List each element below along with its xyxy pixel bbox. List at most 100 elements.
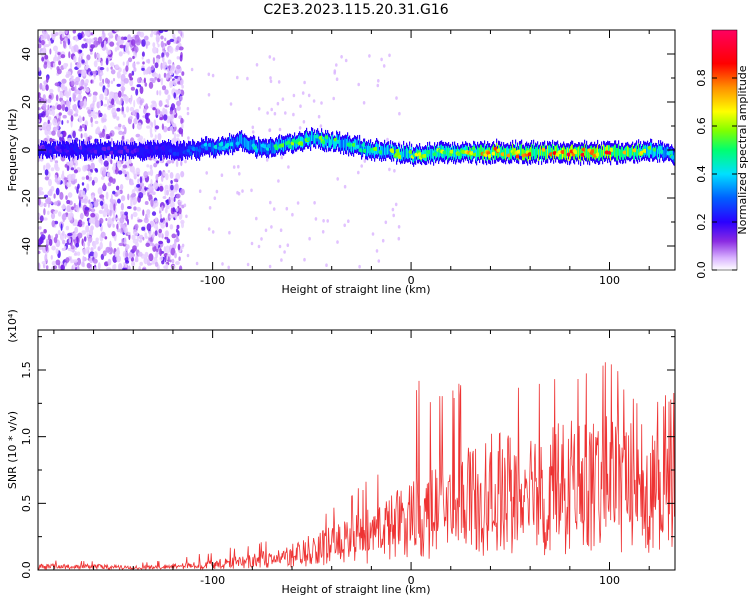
ridge-band — [341, 139, 343, 149]
noise-speck — [116, 161, 122, 168]
noise-speck — [53, 201, 59, 206]
noise-speck — [49, 48, 52, 55]
noise-speck — [61, 104, 65, 111]
noise-speck — [101, 205, 104, 210]
noise-speck — [133, 206, 137, 211]
ridge-band — [183, 143, 185, 153]
noise-speck — [61, 204, 67, 210]
noise-speck — [181, 84, 184, 89]
ridge-band — [176, 145, 178, 156]
noise-speck — [176, 64, 181, 70]
noise-speck — [38, 186, 44, 191]
noise-speck — [128, 265, 131, 270]
noise-speck — [283, 250, 286, 254]
noise-speck — [170, 180, 173, 184]
noise-speck — [89, 251, 95, 257]
noise-speck — [67, 100, 71, 106]
noise-speck — [46, 197, 52, 204]
noise-speck — [176, 224, 180, 229]
noise-speck — [90, 212, 96, 218]
ridge-peak — [670, 155, 675, 160]
noise-speck — [110, 80, 114, 84]
ridge-band — [82, 143, 84, 153]
ridge-band — [479, 147, 481, 160]
ridge-band — [389, 148, 391, 157]
noise-speck — [102, 167, 107, 175]
noise-speck — [139, 261, 143, 266]
noise-speck — [55, 31, 59, 36]
noise-speck — [164, 236, 169, 240]
noise-speck — [56, 104, 62, 111]
noise-speck — [177, 76, 181, 82]
noise-speck — [272, 57, 276, 61]
ridge-band — [244, 137, 246, 149]
noise-speck — [97, 36, 103, 45]
noise-speck — [138, 192, 144, 199]
noise-speck — [198, 189, 202, 193]
noise-speck — [163, 246, 166, 253]
noise-speck — [127, 34, 132, 42]
noise-speck — [52, 118, 58, 126]
ridge-band — [374, 147, 376, 158]
noise-speck — [57, 56, 60, 62]
ridge-band — [446, 146, 448, 156]
noise-speck — [138, 265, 141, 270]
noise-speck — [74, 81, 79, 86]
noise-speck — [70, 62, 73, 70]
ridge-band — [168, 142, 170, 153]
noise-speck — [99, 155, 103, 162]
noise-speck — [76, 257, 82, 266]
noise-speck — [38, 119, 41, 123]
noise-speck — [143, 257, 149, 265]
ridge-band — [532, 148, 534, 160]
snr-y-axis-label: SNR (10 * v/v) — [6, 411, 19, 489]
noise-speck — [112, 112, 117, 119]
ridge-band — [259, 142, 261, 153]
noise-speck — [50, 212, 56, 220]
ridge-band — [616, 148, 618, 161]
noise-speck — [277, 80, 281, 84]
noise-speck — [347, 219, 350, 223]
noise-speck — [104, 236, 108, 240]
noise-speck — [172, 79, 178, 87]
noise-speck — [146, 209, 151, 215]
noise-speck — [135, 167, 141, 175]
noise-speck — [163, 114, 168, 121]
ridge-band — [102, 145, 104, 156]
ridge-band — [552, 143, 554, 156]
ridge-band — [234, 140, 236, 150]
ridge-band — [589, 148, 591, 162]
noise-speck — [124, 95, 129, 102]
noise-speck — [229, 102, 233, 106]
noise-speck — [340, 55, 343, 59]
noise-speck — [87, 109, 92, 115]
noise-speck — [85, 225, 90, 233]
noise-speck — [132, 123, 135, 130]
noise-speck — [67, 192, 73, 198]
noise-speck — [93, 240, 99, 245]
noise-speck — [85, 58, 88, 66]
noise-speck — [93, 267, 97, 270]
noise-speck — [174, 183, 179, 191]
snr-panel: -100 0 100 0.0 0.5 1.0 1.5 Height of straight … — [6, 309, 676, 596]
noise-speck — [80, 212, 84, 220]
noise-speck — [81, 59, 85, 64]
noise-speck — [254, 216, 258, 221]
ridge-band — [428, 150, 430, 161]
noise-speck — [251, 125, 255, 130]
noise-speck — [308, 236, 311, 241]
noise-speck — [73, 166, 76, 170]
noise-speck — [75, 242, 80, 248]
ridge-band — [506, 147, 508, 158]
noise-speck — [64, 164, 68, 168]
noise-speck — [105, 218, 108, 221]
noise-speck — [154, 76, 158, 81]
noise-speck — [163, 126, 168, 133]
noise-speck — [160, 40, 164, 48]
noise-speck — [166, 238, 171, 244]
noise-speck — [279, 228, 283, 232]
ridge-band — [351, 142, 353, 153]
noise-speck — [38, 198, 41, 206]
noise-speck — [167, 59, 172, 65]
